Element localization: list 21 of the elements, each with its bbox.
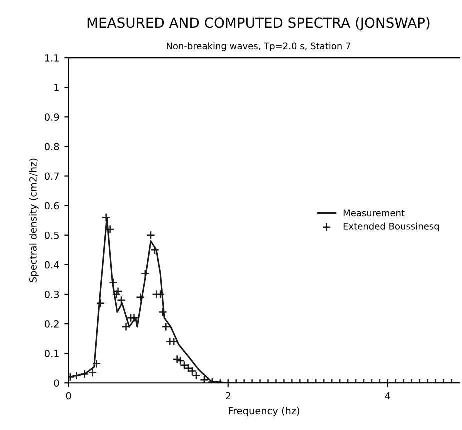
y-tick-label: 0.3 xyxy=(44,290,60,298)
x-tick-label: 2 xyxy=(226,392,230,400)
legend-label: Extended Boussinesq xyxy=(344,222,440,232)
y-tick-label: 0.6 xyxy=(44,202,60,210)
x-tick-label: 0 xyxy=(66,392,72,400)
y-tick-label: 0.9 xyxy=(44,114,60,121)
y-tick-label: 0.7 xyxy=(44,172,59,180)
y-tick-label: 0.2 xyxy=(44,320,59,328)
y-tick-label: 0.8 xyxy=(44,143,60,151)
x-axis-title: Frequency (hz) xyxy=(229,407,300,417)
y-tick-label: 0 xyxy=(54,380,60,387)
y-tick-label: 1 xyxy=(54,84,59,92)
y-tick-label: 0.5 xyxy=(44,232,59,240)
chart-subtitle: Non-breaking waves, Tp=2.0 s, Station 7 xyxy=(167,42,350,52)
chart-title: MEASURED AND COMPUTED SPECTRA (JONSWAP) xyxy=(88,17,430,31)
legend-label: Measurement xyxy=(344,210,405,217)
x-tick-label: 4 xyxy=(385,392,390,400)
y-axis-title: Spectral density (cm2/hz) xyxy=(29,158,39,282)
y-tick-label: 1.1 xyxy=(45,54,59,62)
y-tick-label: 0.4 xyxy=(44,261,60,269)
y-tick-label: 0.1 xyxy=(44,350,59,358)
